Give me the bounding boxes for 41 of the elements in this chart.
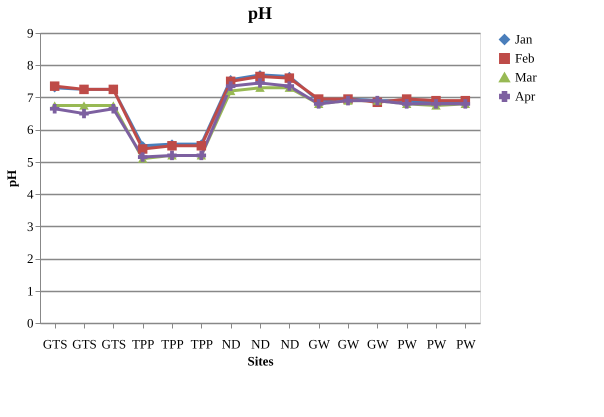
y-tick-label: 8 (27, 58, 34, 73)
point (108, 104, 118, 114)
point (138, 144, 148, 154)
x-tick-label: GTS (42, 336, 68, 352)
point (138, 152, 148, 162)
x-tick-label: PW (397, 336, 418, 352)
y-tick-label: 3 (27, 218, 34, 234)
x-tick-label: GW (308, 336, 331, 352)
y-tick-label: 4 (27, 186, 34, 202)
chart-title: pH (248, 3, 272, 23)
x-tick-label: GTS (72, 336, 97, 352)
x-tick-label: PW (426, 336, 447, 352)
y-tick-label: 0 (27, 316, 34, 330)
point (284, 81, 294, 91)
point (50, 104, 60, 114)
x-tick-label: TPP (132, 336, 154, 352)
point (255, 78, 265, 88)
point (226, 81, 236, 91)
x-tick-label: TPP (190, 336, 214, 352)
y-tick-label: 6 (27, 122, 34, 138)
x-tick-label: GTS (102, 336, 126, 352)
x-tick-label: PW (456, 336, 476, 352)
y-tick-label: 1 (27, 283, 34, 298)
y-axis-title: pH (4, 170, 19, 188)
legend-label: Jan (515, 32, 533, 46)
legend-label: Apr (515, 88, 536, 104)
x-axis-title: Sites (248, 354, 274, 368)
y-tick-label: 5 (27, 154, 34, 170)
legend-label: Feb (515, 50, 534, 66)
x-tick-label: ND (251, 336, 270, 352)
y-tick-label: 2 (27, 251, 34, 266)
legend-label: Mar (515, 70, 538, 84)
x-tick-label: GW (338, 336, 360, 352)
x-tick-label: TPP (161, 336, 184, 352)
y-tick-label: 9 (27, 26, 34, 40)
x-tick-label: ND (280, 336, 300, 352)
point (79, 101, 89, 110)
point (79, 108, 89, 118)
x-tick-label: ND (222, 336, 241, 352)
x-tick-label: GW (366, 336, 390, 352)
y-tick-label: 7 (27, 90, 34, 105)
